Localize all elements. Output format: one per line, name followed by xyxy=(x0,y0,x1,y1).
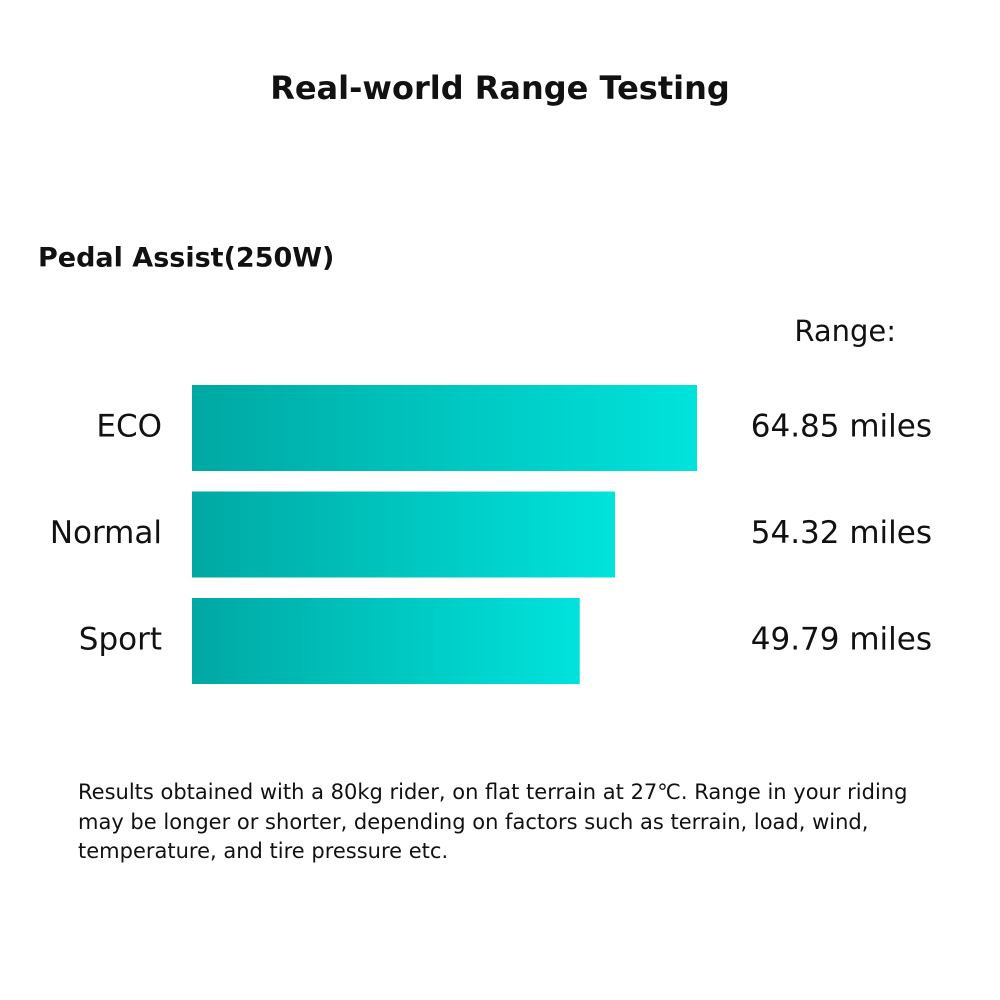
value-label: 54.32 miles xyxy=(751,515,932,551)
bar xyxy=(192,385,697,471)
value-header: Range: xyxy=(794,314,896,348)
category-label: Normal xyxy=(50,515,162,551)
value-label: 49.79 miles xyxy=(751,622,932,658)
chart-subtitle: Pedal Assist(250W) xyxy=(38,243,334,274)
footnote: Results obtained with a 80kg rider, on f… xyxy=(78,780,908,863)
value-label: 64.85 miles xyxy=(751,409,932,445)
bar xyxy=(192,598,580,684)
bar xyxy=(192,491,616,578)
category-label: ECO xyxy=(96,409,162,445)
chart-title: Real-world Range Testing xyxy=(270,69,730,107)
category-label: Sport xyxy=(79,622,162,658)
